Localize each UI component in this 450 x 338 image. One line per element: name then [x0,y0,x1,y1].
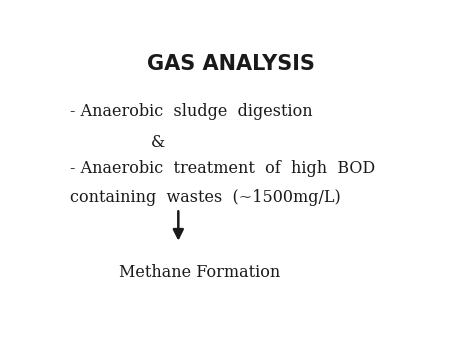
Text: - Anaerobic  treatment  of  high  BOD: - Anaerobic treatment of high BOD [70,160,375,177]
Text: containing  wastes  (~1500mg/L): containing wastes (~1500mg/L) [70,189,341,206]
Text: GAS ANALYSIS: GAS ANALYSIS [147,54,315,74]
Text: - Anaerobic  sludge  digestion: - Anaerobic sludge digestion [70,103,313,120]
Text: Methane Formation: Methane Formation [119,264,280,281]
Text: &: & [150,134,165,151]
